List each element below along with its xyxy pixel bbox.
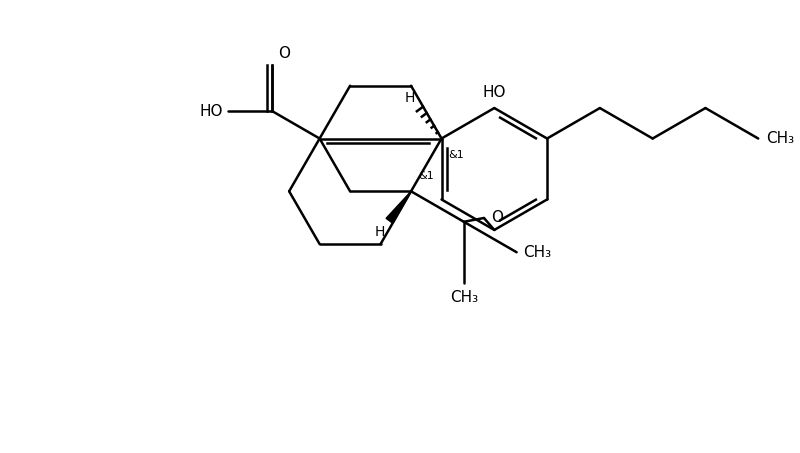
Polygon shape (386, 191, 411, 223)
Text: O: O (491, 211, 503, 226)
Text: CH₃: CH₃ (450, 289, 478, 304)
Text: &1: &1 (418, 172, 434, 182)
Text: H: H (374, 225, 385, 239)
Text: O: O (278, 47, 290, 62)
Text: H: H (405, 91, 415, 105)
Text: &1: &1 (449, 150, 464, 160)
Text: CH₃: CH₃ (523, 245, 552, 260)
Text: HO: HO (482, 85, 506, 100)
Text: CH₃: CH₃ (766, 131, 794, 146)
Text: HO: HO (200, 104, 223, 119)
